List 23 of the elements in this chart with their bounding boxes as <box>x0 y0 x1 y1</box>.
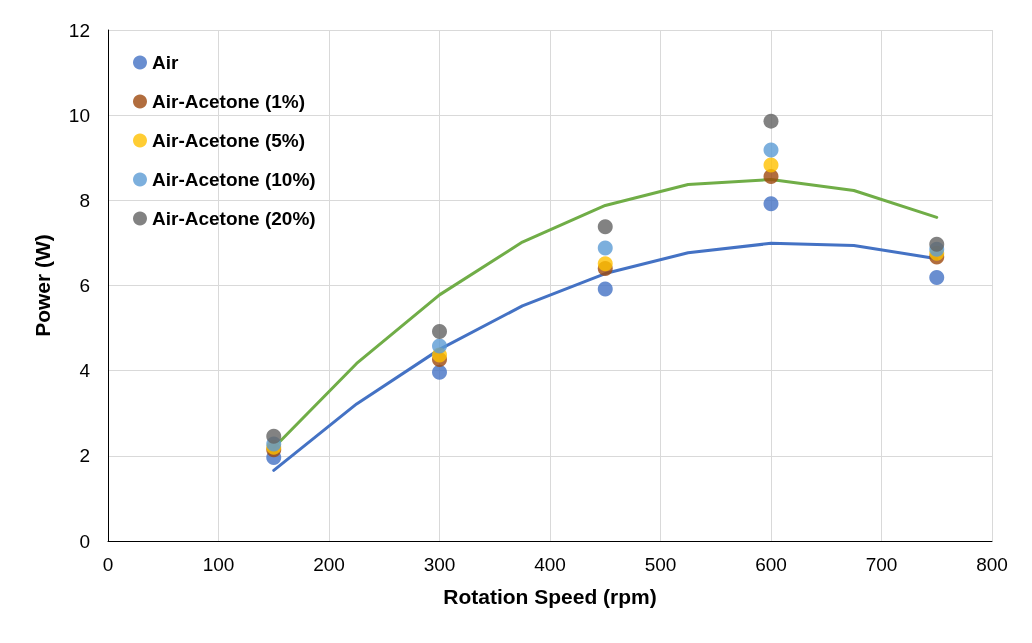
y-tick-label: 6 <box>79 275 90 296</box>
y-tick-label: 10 <box>68 104 90 126</box>
legend-label: Air-Acetone (5%) <box>152 130 306 151</box>
x-tick-label: 300 <box>423 554 456 575</box>
y-tick-label: 0 <box>79 530 90 552</box>
x-axis-title: Rotation Speed (rpm) <box>443 585 657 608</box>
y-tick-label: 12 <box>68 19 90 41</box>
y-tick-label: 2 <box>79 445 90 467</box>
y-axis-title: Power (W) <box>31 234 54 337</box>
x-tick-label: 0 <box>102 554 114 575</box>
x-tick-label: 400 <box>534 554 566 575</box>
x-tick-label: 800 <box>976 554 1008 575</box>
y-tick-label: 4 <box>79 360 91 382</box>
x-tick-label: 500 <box>644 554 677 575</box>
y-tick-label: 8 <box>79 189 90 211</box>
x-tick-label: 700 <box>865 554 898 575</box>
x-tick-label: 200 <box>313 554 345 575</box>
legend-label: Air-Acetone (1%) <box>152 91 306 112</box>
x-tick-label: 600 <box>755 554 787 575</box>
legend-label: Air-Acetone (10%) <box>152 169 316 190</box>
x-tick-label: 100 <box>202 554 235 575</box>
legend-label: Air <box>152 52 179 73</box>
legend-label: Air-Acetone (20%) <box>152 208 316 229</box>
